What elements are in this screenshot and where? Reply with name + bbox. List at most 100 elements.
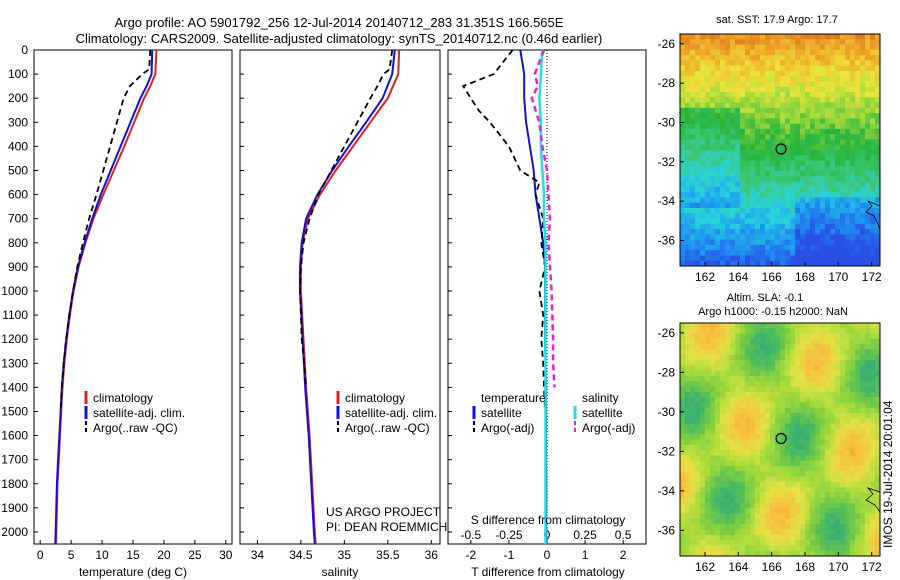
heatmap-cell — [795, 503, 801, 509]
heatmap-cell — [825, 402, 831, 409]
heatmap-cell — [840, 444, 846, 451]
heatmap-cell — [820, 344, 826, 351]
heatmap-cell — [860, 513, 866, 520]
heatmap-cell — [820, 239, 826, 246]
heatmap-cell — [815, 176, 821, 183]
heatmap-cell — [695, 165, 701, 172]
heatmap-cell — [840, 471, 846, 478]
heatmap-cell — [795, 423, 801, 430]
heatmap-cell — [840, 455, 846, 462]
heatmap-cell — [785, 465, 791, 472]
heatmap-cell — [710, 338, 716, 345]
heatmap-cell — [770, 492, 776, 499]
heatmap-cell — [825, 134, 831, 141]
heatmap-cell — [685, 397, 691, 404]
heatmap-cell — [715, 92, 721, 98]
heatmap-cell — [680, 418, 686, 425]
heatmap-cell — [720, 160, 726, 167]
heatmap-cell — [735, 381, 741, 388]
heatmap-cell — [725, 128, 731, 135]
heatmap-cell — [800, 202, 806, 209]
heatmap-cell — [795, 176, 801, 183]
heatmap-cell — [780, 492, 786, 499]
heatmap-cell — [835, 86, 841, 93]
heatmap-cell — [815, 76, 821, 83]
heatmap-cell — [870, 171, 876, 177]
heatmap-cell — [725, 92, 731, 98]
heatmap-cell — [810, 192, 816, 199]
heatmap-cell — [720, 391, 726, 398]
heatmap-cell — [785, 397, 791, 404]
heatmap-cell — [700, 176, 706, 183]
heatmap-cell — [750, 234, 756, 241]
heatmap-cell — [845, 428, 851, 435]
heatmap-cell — [850, 487, 856, 494]
heatmap-cell — [855, 181, 861, 188]
heatmap-cell — [795, 239, 801, 246]
heatmap-cell — [760, 181, 766, 188]
heatmap-cell — [790, 370, 796, 377]
heatmap-cell — [715, 55, 721, 61]
heatmap-cell — [755, 244, 761, 251]
heatmap-cell — [720, 171, 726, 177]
heatmap-cell — [805, 260, 811, 266]
heatmap-cell — [715, 344, 721, 351]
heatmap-cell — [815, 123, 821, 130]
heatmap-cell — [750, 354, 756, 361]
heatmap-cell — [760, 234, 766, 241]
heatmap-cell — [735, 197, 741, 204]
heatmap-cell — [735, 360, 741, 366]
heatmap-cell — [750, 160, 756, 167]
heatmap-cell — [835, 518, 841, 525]
heatmap-cell — [795, 218, 801, 225]
heatmap-cell — [690, 86, 696, 93]
x-tick-label: -2 — [466, 548, 477, 562]
heatmap-cell — [825, 44, 831, 51]
heatmap-cell — [770, 60, 776, 67]
heatmap-cell — [705, 139, 711, 146]
heatmap-cell — [690, 503, 696, 509]
heatmap-cell — [685, 144, 691, 151]
heatmap-cell — [820, 134, 826, 141]
heatmap-cell — [845, 139, 851, 146]
heatmap-cell — [720, 524, 726, 531]
heatmap-cell — [830, 76, 836, 83]
heatmap-cell — [730, 213, 736, 220]
heatmap-cell — [820, 176, 826, 183]
heatmap-cell — [775, 76, 781, 83]
heatmap-cell — [730, 524, 736, 531]
heatmap-cell — [835, 44, 841, 51]
heatmap-cell — [750, 81, 756, 88]
heatmap-cell — [785, 171, 791, 177]
heatmap-cell — [800, 413, 806, 419]
heatmap-cell — [845, 223, 851, 230]
heatmap-cell — [785, 518, 791, 525]
heatmap-cell — [710, 391, 716, 398]
heatmap-cell — [765, 197, 771, 204]
heatmap-cell — [870, 181, 876, 188]
heatmap-cell — [795, 444, 801, 451]
heatmap-cell — [695, 213, 701, 220]
heatmap-cell — [735, 413, 741, 419]
heatmap-cell — [875, 139, 880, 146]
heatmap-cell — [810, 413, 816, 419]
heatmap-cell — [765, 34, 771, 40]
heatmap-cell — [770, 239, 776, 246]
heatmap-cell — [740, 34, 746, 40]
heatmap-cell — [720, 545, 726, 552]
heatmap-cell — [855, 460, 861, 467]
heatmap-cell — [695, 460, 701, 467]
heatmap-cell — [750, 97, 756, 104]
heatmap-cell — [685, 529, 691, 536]
heatmap-cell — [790, 487, 796, 494]
heatmap-cell — [855, 444, 861, 451]
heatmap-cell — [870, 234, 876, 241]
heatmap-cell — [695, 534, 701, 541]
heatmap-cell — [825, 223, 831, 230]
heatmap-cell — [855, 529, 861, 536]
heatmap-cell — [770, 134, 776, 141]
heatmap-cell — [795, 413, 801, 419]
heatmap-cell — [780, 407, 786, 414]
heatmap-cell — [680, 176, 686, 183]
heatmap-cell — [830, 65, 836, 72]
